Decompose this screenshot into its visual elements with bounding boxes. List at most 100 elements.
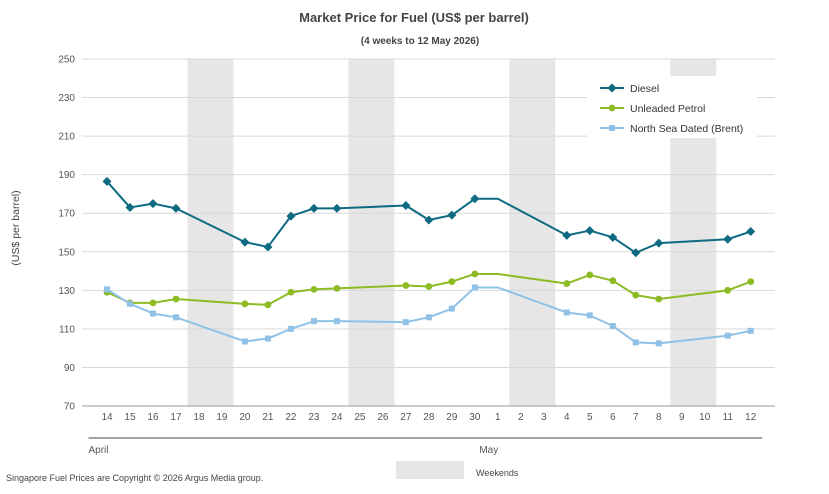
data-point	[586, 271, 594, 279]
x-tick-label: 19	[216, 412, 228, 423]
y-tick-label: 150	[58, 247, 75, 258]
legend-label: Unleaded Petrol	[630, 103, 705, 115]
data-point	[149, 299, 157, 307]
x-tick-label: 26	[377, 412, 389, 423]
legend-marker	[609, 125, 615, 131]
y-tick-labels: 70 90 110 130 150 170 190 210 230 250	[58, 55, 75, 413]
data-point	[171, 203, 181, 213]
y-axis-label: (US$ per barrel)	[10, 190, 22, 265]
y-tick-label: 190	[58, 170, 75, 181]
data-point	[125, 202, 135, 212]
x-tick-label: 20	[239, 412, 251, 423]
data-point	[448, 278, 456, 286]
data-point	[723, 234, 733, 244]
data-point	[586, 312, 593, 319]
y-tick-label: 90	[64, 363, 76, 374]
data-point	[240, 237, 250, 247]
data-point	[309, 203, 319, 213]
data-point	[264, 335, 271, 342]
data-point	[563, 280, 571, 287]
legend: Diesel Unleaded Petrol North Sea Dated (Br…	[587, 76, 757, 138]
x-tick-label: 22	[285, 412, 297, 423]
x-tick-label: 5	[587, 412, 593, 423]
data-point	[471, 270, 479, 278]
data-point	[287, 288, 295, 296]
data-point	[563, 309, 570, 316]
data-point	[102, 176, 112, 186]
data-point	[425, 314, 432, 321]
legend-marker	[607, 83, 617, 93]
month-label: May	[479, 445, 498, 456]
y-tick-label: 210	[58, 132, 75, 143]
x-tick-label: 7	[633, 412, 639, 423]
y-tick-label: 130	[58, 286, 75, 297]
gridlines	[82, 58, 775, 407]
data-point	[104, 286, 110, 293]
x-tick-label: 30	[469, 412, 481, 423]
weekend-band	[348, 59, 395, 406]
data-point	[401, 201, 411, 211]
y-tick-label: 170	[58, 209, 75, 220]
data-point	[631, 248, 641, 258]
data-point	[747, 327, 754, 334]
data-point	[126, 300, 133, 307]
data-point	[447, 210, 457, 220]
weekend-band	[509, 59, 556, 406]
data-point	[402, 282, 410, 289]
x-tick-label: 11	[723, 412, 734, 423]
legend-label: North Sea Dated (Brent)	[630, 123, 743, 135]
data-point	[264, 301, 272, 309]
month-label: April	[89, 445, 109, 456]
data-point	[172, 295, 180, 303]
data-point	[608, 232, 618, 242]
x-tick-label: 25	[354, 412, 366, 423]
data-point	[470, 194, 480, 204]
data-point	[632, 339, 639, 346]
x-tick-label: 29	[446, 412, 458, 423]
data-point	[172, 314, 179, 321]
data-point	[655, 340, 662, 347]
x-tick-label: 27	[400, 412, 412, 423]
x-tick-label: 23	[308, 412, 320, 423]
data-point	[148, 199, 158, 209]
y-tick-label: 250	[58, 55, 75, 66]
data-point	[562, 230, 572, 240]
x-tick-label: 28	[423, 412, 435, 423]
y-tick-label: 110	[59, 324, 75, 335]
data-point	[471, 284, 478, 291]
data-point	[424, 215, 434, 225]
data-point	[241, 300, 249, 308]
x-tick-label: 8	[656, 412, 662, 423]
data-point	[310, 285, 318, 293]
data-point	[724, 332, 731, 339]
data-point	[585, 226, 595, 236]
weekend-legend-label: Weekends	[476, 468, 519, 478]
data-point	[448, 305, 455, 312]
x-tick-label: 10	[699, 412, 711, 423]
y-tick-label: 70	[64, 402, 76, 413]
legend-marker	[608, 104, 616, 112]
x-tick-label: 1	[495, 412, 501, 423]
x-tick-label: 18	[193, 412, 205, 423]
data-point	[632, 291, 640, 299]
data-point	[724, 286, 732, 294]
x-tick-label: 2	[518, 412, 524, 423]
copyright-footer: Singapore Fuel Prices are Copyright © 20…	[6, 473, 263, 483]
data-point	[333, 318, 340, 325]
x-tick-label: 21	[262, 412, 274, 423]
data-point	[241, 338, 248, 345]
x-tick-label: 9	[679, 412, 685, 423]
x-tick-label: 16	[147, 412, 159, 423]
data-point	[747, 278, 755, 286]
data-point	[286, 211, 296, 221]
chart-subtitle: (4 weeks to 12 May 2026)	[361, 36, 479, 47]
legend-label: Diesel	[630, 83, 659, 95]
data-point	[149, 310, 156, 317]
x-tick-label: 24	[331, 412, 343, 423]
x-tick-label: 17	[170, 412, 182, 423]
y-tick-label: 230	[58, 93, 75, 104]
x-tick-label: 14	[101, 412, 113, 423]
x-tick-label: 3	[541, 412, 547, 423]
x-tick-labels: 14 15 16 17 18 19 20 21 22 23 24 25 26 27 28 29 30 1 2 3 4 5 6…	[101, 412, 756, 423]
